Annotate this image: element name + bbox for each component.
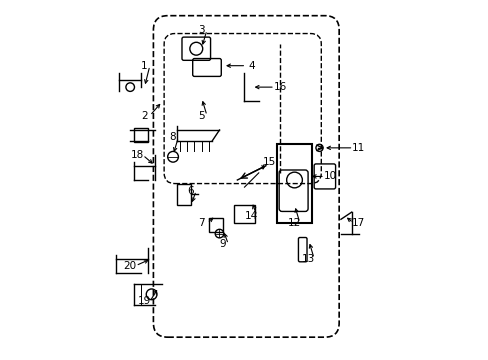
Bar: [233, 205, 255, 223]
Text: 1: 1: [141, 61, 147, 71]
Text: 18: 18: [130, 150, 143, 160]
Text: 14: 14: [244, 211, 258, 221]
Bar: [176, 184, 190, 205]
Bar: [208, 217, 223, 232]
Text: 3: 3: [198, 25, 204, 35]
Text: 19: 19: [138, 296, 151, 306]
Text: 12: 12: [287, 218, 301, 228]
Text: 10: 10: [323, 171, 336, 181]
Text: 5: 5: [198, 111, 204, 121]
Text: 13: 13: [302, 253, 315, 264]
Text: 15: 15: [263, 157, 276, 167]
Text: 4: 4: [248, 61, 254, 71]
Bar: [134, 128, 148, 143]
Text: 6: 6: [187, 186, 194, 196]
Text: 8: 8: [169, 132, 176, 142]
Text: 9: 9: [219, 239, 226, 249]
Text: 20: 20: [123, 261, 137, 271]
Text: 2: 2: [141, 111, 147, 121]
Text: 17: 17: [351, 218, 365, 228]
Bar: [276, 144, 312, 223]
Text: 7: 7: [198, 218, 204, 228]
Text: 16: 16: [273, 82, 286, 92]
Text: 11: 11: [351, 143, 365, 153]
